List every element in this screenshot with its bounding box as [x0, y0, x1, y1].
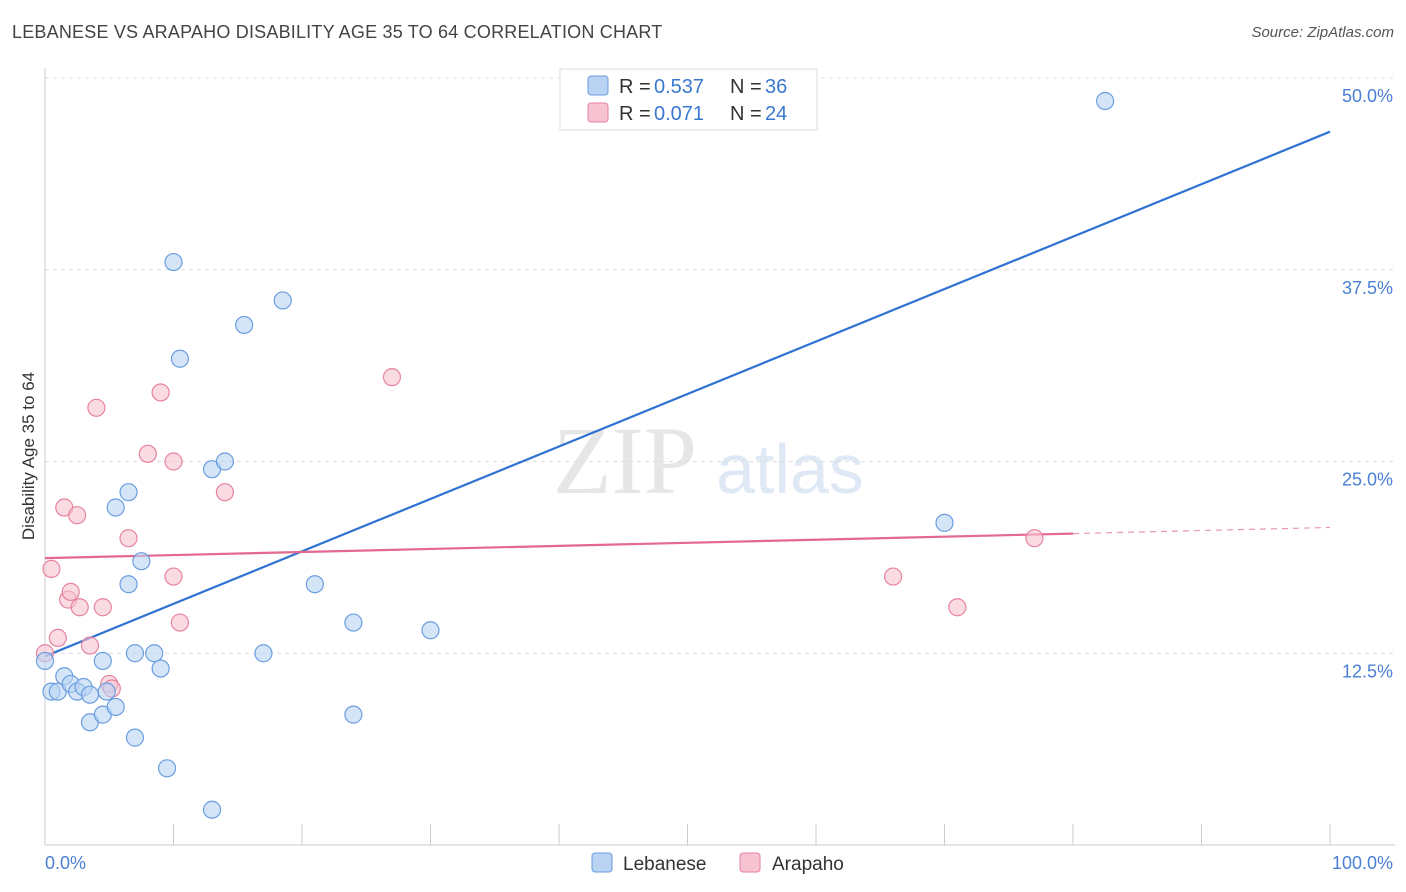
chart-source: Source: ZipAtlas.com: [1251, 24, 1394, 41]
y-tick-label: 25.0%: [1342, 470, 1393, 490]
legend-bottom-swatch-arapaho: [739, 852, 761, 873]
data-point-lebanese: [421, 621, 440, 640]
data-point-arapaho: [42, 559, 61, 578]
legend-n-value-2: 24: [765, 103, 787, 125]
data-point-arapaho: [70, 598, 89, 617]
data-point-lebanese: [119, 575, 138, 594]
data-point-arapaho: [948, 598, 967, 617]
data-point-lebanese: [97, 682, 116, 701]
data-point-lebanese: [132, 552, 151, 571]
legend-r-label-2: R =: [619, 103, 656, 125]
legend-n-value-1: 36: [765, 76, 787, 98]
x-tick-label: 0.0%: [45, 853, 86, 873]
data-point-arapaho: [138, 444, 157, 463]
data-point-arapaho: [93, 598, 112, 617]
data-point-lebanese: [305, 575, 324, 594]
legend-bottom-label-lebanese: Lebanese: [623, 854, 706, 875]
chart-title: LEBANESE VS ARAPAHO DISABILITY AGE 35 TO…: [12, 22, 663, 42]
data-point-lebanese: [344, 613, 363, 632]
legend-r-value-1: 0.537: [654, 76, 704, 98]
data-point-lebanese: [1096, 91, 1115, 111]
data-point-arapaho: [164, 567, 183, 586]
data-point-arapaho: [151, 383, 170, 402]
data-point-arapaho: [87, 398, 106, 417]
trend-line-arapaho-extension: [1072, 526, 1331, 535]
data-point-arapaho: [80, 636, 100, 655]
legend-swatch-lebanese: [587, 75, 609, 96]
data-point-lebanese: [254, 644, 273, 663]
trend-line-arapaho: [44, 532, 1074, 560]
data-point-arapaho: [883, 567, 903, 586]
data-point-lebanese: [119, 483, 138, 502]
data-point-lebanese: [93, 651, 112, 671]
watermark-atlas: atlas: [716, 430, 864, 508]
data-point-lebanese: [235, 315, 254, 335]
data-point-arapaho: [68, 506, 87, 525]
legend-r-label-1: R =: [619, 76, 656, 98]
y-tick-label: 50.0%: [1342, 86, 1393, 106]
y-tick-label: 12.5%: [1342, 661, 1393, 681]
trend-line-lebanese: [44, 130, 1331, 658]
data-point-lebanese: [157, 759, 177, 778]
data-points: [35, 91, 1115, 819]
data-point-lebanese: [151, 659, 170, 678]
legend-bottom-swatch-lebanese: [591, 852, 613, 873]
data-point-lebanese: [202, 800, 222, 819]
legend-bottom: Lebanese Arapaho: [591, 852, 844, 875]
data-point-arapaho: [170, 613, 190, 632]
data-point-lebanese: [273, 291, 292, 310]
legend-swatch-arapaho: [587, 102, 609, 123]
data-point-arapaho: [48, 628, 67, 648]
legend-bottom-label-arapaho: Arapaho: [772, 854, 844, 875]
data-point-lebanese: [164, 252, 183, 272]
data-point-lebanese: [35, 651, 55, 671]
legend-top: R = 0.537 N = 36 R = 0.071 N = 24: [559, 68, 818, 131]
data-point-lebanese: [170, 349, 190, 368]
data-point-lebanese: [935, 513, 954, 532]
trend-lines: [44, 130, 1331, 658]
data-point-lebanese: [125, 644, 145, 663]
data-point-arapaho: [61, 582, 80, 601]
data-point-lebanese: [125, 728, 145, 747]
data-point-lebanese: [106, 697, 125, 717]
data-point-arapaho: [1025, 529, 1044, 548]
watermark-zip: ZIP: [553, 407, 697, 514]
data-point-arapaho: [164, 452, 183, 471]
legend-n-label-1: N =: [730, 76, 767, 98]
y-tick-label: 37.5%: [1342, 278, 1393, 298]
y-axis-label: Disability Age 35 to 64: [19, 372, 38, 540]
grid-lines: [45, 77, 1395, 654]
axes: 12.5% 25.0% 37.5% 50.0% 0.0% 100.0%: [44, 68, 1395, 873]
data-point-arapaho: [382, 368, 402, 387]
legend-n-label-2: N =: [730, 103, 767, 125]
data-point-lebanese: [215, 452, 234, 471]
data-point-arapaho: [215, 483, 234, 502]
data-point-lebanese: [344, 705, 363, 724]
legend-r-value-2: 0.071: [654, 103, 704, 125]
x-tick-label: 100.0%: [1332, 853, 1393, 873]
data-point-arapaho: [119, 529, 138, 548]
data-point-lebanese: [80, 685, 100, 704]
data-point-lebanese: [106, 498, 125, 517]
data-point-lebanese: [145, 644, 164, 663]
